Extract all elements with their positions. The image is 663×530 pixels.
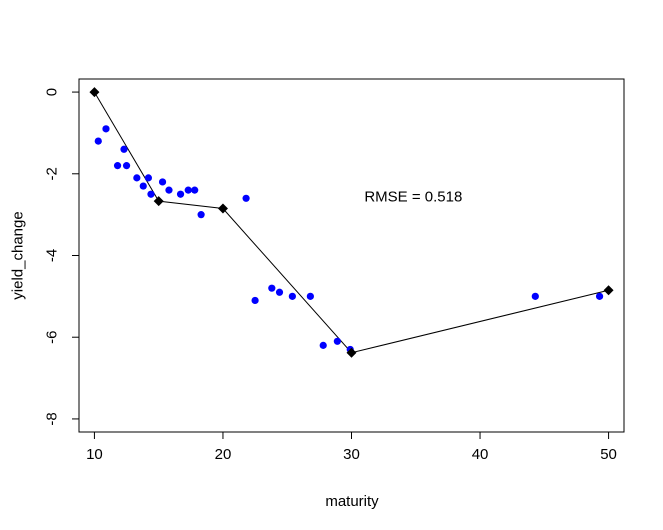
data-point — [333, 337, 341, 345]
x-axis: 10 20 30 40 50 — [86, 431, 617, 463]
data-point — [242, 194, 250, 202]
data-point — [251, 296, 259, 305]
data-point — [191, 186, 199, 194]
data-point — [176, 190, 185, 198]
x-tick-label: 30 — [343, 446, 360, 463]
data-point — [102, 125, 110, 133]
data-point — [158, 178, 167, 186]
y-tick-label: -2 — [44, 167, 61, 180]
y-tick-label: -6 — [44, 331, 61, 344]
data-point — [165, 186, 173, 194]
fit-line — [93, 91, 609, 354]
data-point — [144, 174, 153, 182]
x-tick-label: 10 — [86, 446, 103, 463]
x-tick-label: 50 — [600, 446, 617, 463]
data-point — [120, 145, 128, 153]
data-point — [94, 137, 102, 145]
data-point — [197, 211, 205, 219]
data-point — [133, 174, 141, 182]
data-point — [306, 292, 314, 300]
data-point — [139, 182, 147, 190]
knot-marker — [346, 347, 357, 358]
data-point — [122, 162, 131, 170]
data-point — [113, 162, 122, 170]
data-point — [184, 186, 192, 194]
x-tick-label: 40 — [472, 446, 489, 463]
y-tick-label: -4 — [44, 249, 61, 262]
data-point — [531, 292, 539, 300]
y-axis-label: yield_change — [10, 211, 27, 299]
y-axis: 0 -2 -4 -6 -8 — [44, 88, 80, 426]
knot-marker — [89, 87, 100, 98]
data-points — [94, 125, 604, 354]
data-point — [319, 341, 327, 349]
y-tick-label: 0 — [44, 88, 61, 96]
data-point — [275, 288, 284, 296]
data-point — [268, 284, 276, 292]
knot-marker — [217, 203, 228, 214]
knot-marker — [153, 196, 164, 207]
x-axis-label: maturity — [325, 493, 379, 510]
knot-marker — [603, 285, 614, 296]
knot-markers — [89, 87, 614, 358]
plot-box — [78, 78, 625, 433]
rmse-annotation: RMSE = 0.518 — [364, 188, 462, 205]
data-point — [147, 190, 155, 198]
data-point — [288, 292, 296, 300]
y-tick-label: -8 — [44, 412, 61, 425]
x-tick-label: 20 — [215, 446, 232, 463]
fit-line-path — [93, 91, 609, 354]
data-point — [595, 292, 604, 300]
